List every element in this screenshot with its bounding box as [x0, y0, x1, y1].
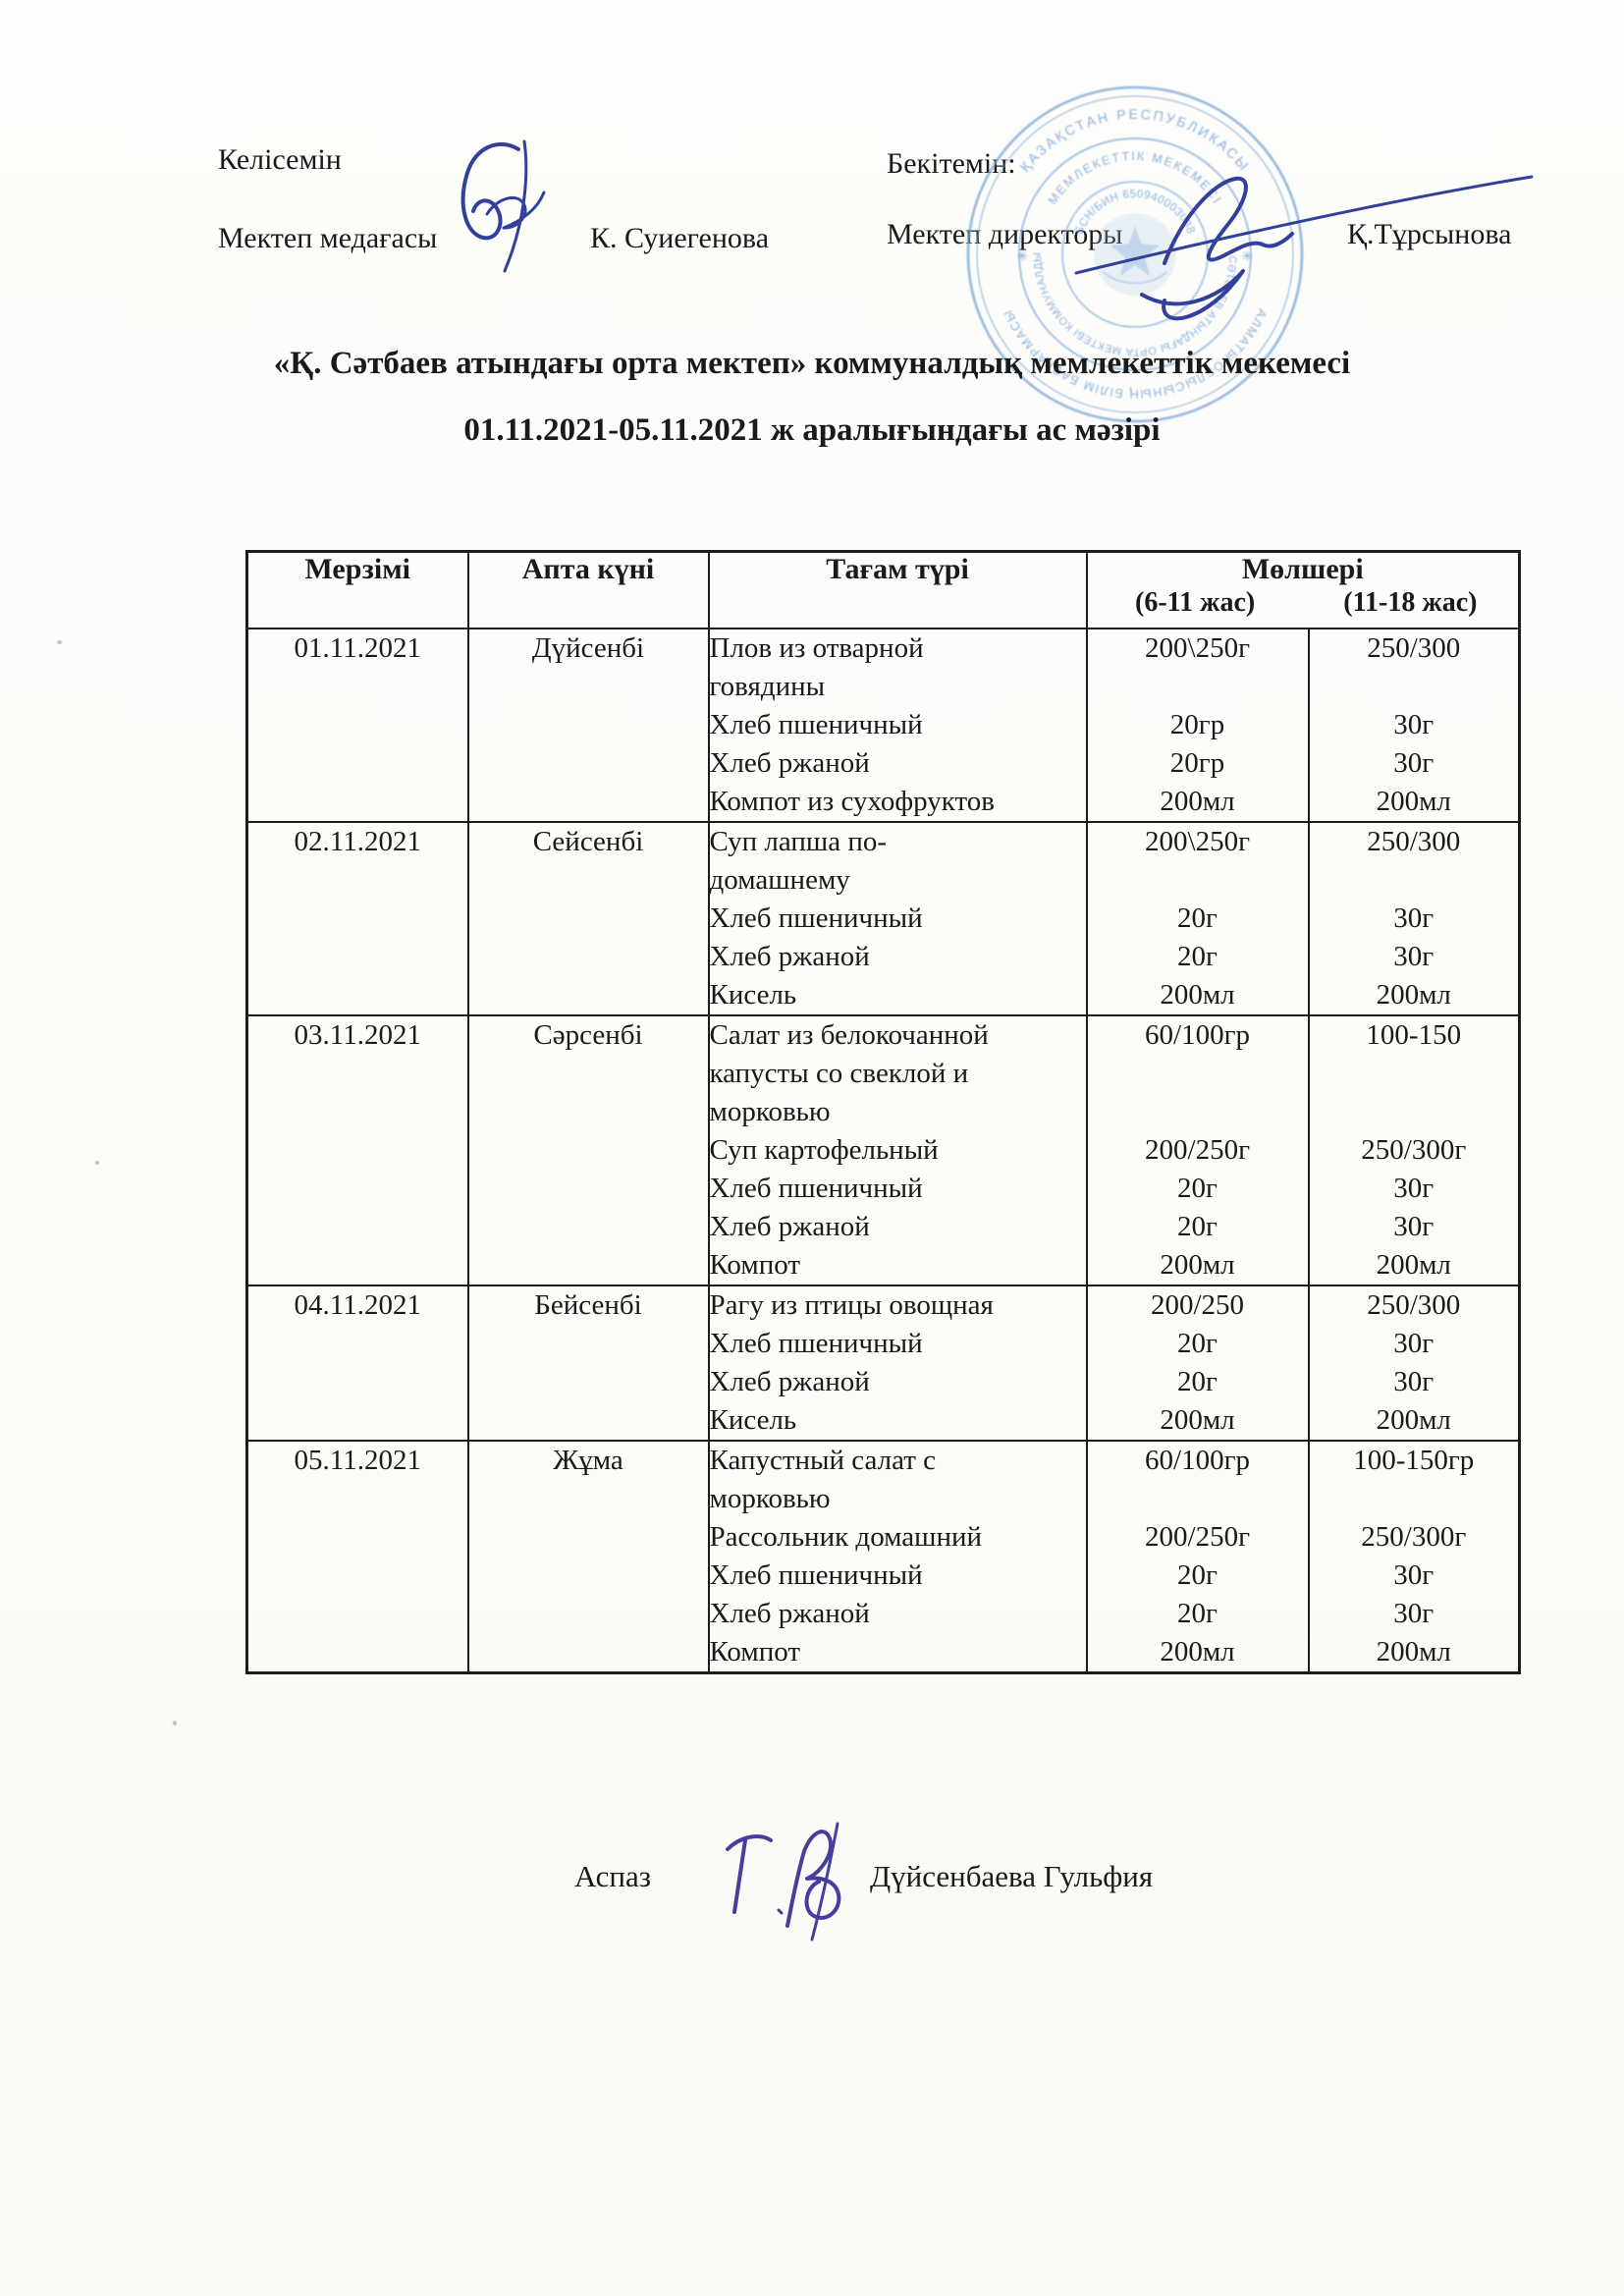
portion-header-title: Мөлшері [1241, 553, 1364, 585]
menu-date-cell: 05.11.2021 [245, 1440, 469, 1674]
menu-portion-11-18-cell: 250/300 30г 30г 200мл [1307, 821, 1521, 1016]
menu-table-row: 02.11.2021 Сейсенбі Суп лапша по-домашне… [245, 821, 1521, 1016]
menu-portion-6-11-cell: 60/100гр 200/250г 20г 20г 200мл [1085, 1014, 1310, 1286]
menu-portion-11-18-cell: 100-150гр 250/300г 30г 30г 200мл [1307, 1440, 1521, 1674]
col-header-weekday: Апта күні [466, 550, 710, 629]
menu-weekday-cell: Сейсенбі [466, 821, 710, 1016]
menu-table: Мерзімі Апта күні Тағам түрі Мөлшері (6-… [245, 550, 1521, 1674]
menu-dishes-cell: Салат из белокочанной капусты со свеклой … [707, 1014, 1088, 1286]
approve-signer-name: Қ.Тұрсынова [1347, 218, 1512, 250]
col-header-portion: Мөлшері (6-11 жас) (11-18 жас) [1085, 550, 1521, 629]
menu-weekday-cell: Бейсенбі [466, 1285, 710, 1442]
menu-table-body: 01.11.2021 Дүйсенбі Плов из отварной говя… [245, 628, 1521, 1674]
scan-speck [95, 1161, 99, 1165]
menu-table-row: 04.11.2021 Бейсенбі Рагу из птицы овощна… [245, 1285, 1521, 1442]
menu-portion-6-11-cell: 200/250 20г 20г 200мл [1085, 1285, 1310, 1442]
approve-role-label: Мектеп директоры [887, 218, 1123, 250]
nurse-signature-ink [460, 139, 546, 273]
cook-signature-ink [725, 1822, 841, 1941]
menu-table-row: 03.11.2021 Сәрсенбі Салат из белокочанно… [245, 1014, 1521, 1286]
menu-date-cell: 02.11.2021 [245, 821, 469, 1016]
menu-weekday-cell: Жұма [466, 1440, 710, 1674]
menu-weekday-cell: Дүйсенбі [466, 628, 710, 823]
cook-name: Дүйсенбаева Гульфия [869, 1859, 1154, 1893]
portion-age-11-18-label: (11-18 жас) [1343, 587, 1478, 618]
portion-age-6-11-label: (6-11 жас) [1135, 587, 1256, 618]
director-signature-ink [1074, 175, 1534, 321]
document-title-line2: 01.11.2021-05.11.2021 ж аралығындағы ас … [463, 412, 1161, 448]
menu-table-header: Мерзімі Апта күні Тағам түрі Мөлшері (6-… [245, 550, 1521, 629]
menu-date-cell: 04.11.2021 [245, 1285, 469, 1442]
menu-portion-11-18-cell: 250/300 30г 30г 200мл [1307, 1285, 1521, 1442]
scan-speck [57, 640, 62, 644]
scan-speck [173, 1721, 177, 1725]
menu-dishes-cell: Капустный салат с морковью Рассольник дома… [707, 1440, 1088, 1674]
document-title-line1: «Қ. Сәтбаев атындағы орта мектеп» коммун… [273, 346, 1351, 381]
menu-portion-11-18-cell: 250/300 30г 30г 200мл [1307, 628, 1521, 823]
stamp-separator-star-left: ✳ [1016, 249, 1029, 265]
menu-portion-6-11-cell: 200\250г 20г 20г 200мл [1085, 821, 1310, 1016]
cook-role-label: Аспаз [574, 1859, 651, 1893]
menu-table-row: 05.11.2021 Жұма Капустный салат с морковь… [245, 1440, 1521, 1674]
menu-date-cell: 01.11.2021 [245, 628, 469, 823]
menu-table-row: 01.11.2021 Дүйсенбі Плов из отварной говя… [245, 628, 1521, 823]
agree-signer-name: К. Суиегенова [590, 222, 770, 254]
agree-role-label: Мектеп медағасы [218, 222, 438, 254]
menu-date-cell: 03.11.2021 [245, 1014, 469, 1286]
menu-dishes-cell: Плов из отварной говядины Хлеб пшеничный Хл… [707, 628, 1088, 823]
menu-portion-6-11-cell: 60/100гр 200/250г 20г 20г 200мл [1085, 1440, 1310, 1674]
cook-signature-block: Аспаз Дүйсенбаева Гульфия [574, 1822, 1154, 1946]
menu-portion-11-18-cell: 100-150 250/300г 30г 30г 200мл [1307, 1014, 1521, 1286]
agree-label: Келісемін [218, 143, 342, 176]
col-header-date: Мерзімі [245, 550, 469, 629]
menu-portion-6-11-cell: 200\250г 20гр 20гр 200мл [1085, 628, 1310, 823]
menu-dishes-cell: Суп лапша по-домашнему Хлеб пшеничный Хлеб… [707, 821, 1088, 1016]
menu-weekday-cell: Сәрсенбі [466, 1014, 710, 1286]
col-header-dish: Тағам түрі [707, 550, 1088, 629]
stamp-separator-star-right: ✳ [1241, 249, 1254, 265]
menu-dishes-cell: Рагу из птицы овощная Хлеб пшеничный Хлеб … [707, 1285, 1088, 1442]
stamp-emblem-star [1110, 226, 1160, 276]
menu-table-container: Мерзімі Апта күні Тағам түрі Мөлшері (6-… [245, 550, 1521, 1674]
